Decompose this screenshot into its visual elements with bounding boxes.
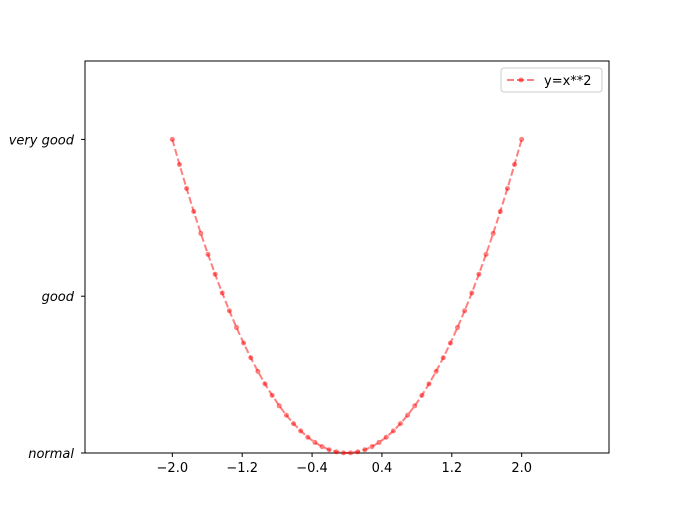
x-tick-label: 0.4 — [372, 461, 393, 476]
data-point — [291, 421, 297, 427]
data-point — [248, 355, 254, 361]
data-point — [419, 392, 425, 398]
data-point — [362, 447, 368, 453]
x-tick-label: −1.2 — [226, 461, 258, 476]
data-point — [298, 428, 304, 434]
data-point — [262, 381, 268, 387]
data-point — [241, 340, 247, 346]
data-line — [171, 139, 523, 454]
legend-marker — [518, 77, 524, 83]
data-point — [369, 444, 375, 450]
data-point — [326, 447, 332, 453]
data-point — [433, 368, 439, 374]
data-point — [312, 439, 318, 445]
data-point — [269, 392, 275, 398]
data-point — [455, 324, 461, 330]
data-point — [212, 271, 218, 277]
data-point — [233, 324, 239, 330]
data-point — [476, 271, 482, 277]
data-point — [397, 421, 403, 427]
data-point — [219, 290, 225, 296]
x-tick-label: −2.0 — [157, 461, 189, 476]
y-tick-label: good — [42, 290, 75, 305]
data-point — [447, 340, 453, 346]
data-point — [497, 208, 503, 214]
data-point — [390, 428, 396, 434]
data-point — [355, 449, 361, 455]
data-point — [412, 403, 418, 409]
data-point — [426, 381, 432, 387]
y-tick-label: very good — [9, 133, 75, 148]
x-tick-label: 1.2 — [441, 461, 462, 476]
data-point — [205, 251, 211, 257]
data-point — [176, 161, 182, 167]
x-tick-label: −0.4 — [296, 461, 328, 476]
data-point — [348, 450, 354, 456]
legend-box — [500, 67, 603, 93]
data-point — [340, 450, 346, 456]
data-point — [283, 412, 289, 418]
data-point — [469, 290, 475, 296]
y-tick-label: normal — [28, 447, 74, 462]
data-point — [405, 412, 411, 418]
data-point — [376, 439, 382, 445]
data-point — [490, 230, 496, 236]
data-point — [440, 355, 446, 361]
data-point — [319, 444, 325, 450]
data-point — [483, 251, 489, 257]
data-point — [276, 403, 282, 409]
x-tick-label: 2.0 — [511, 461, 532, 476]
data-point — [504, 186, 510, 192]
legend-label: y=x**2 — [544, 74, 592, 89]
data-point — [255, 368, 261, 374]
data-point — [462, 308, 468, 314]
data-point — [383, 434, 389, 440]
data-point — [198, 230, 204, 236]
data-point — [169, 136, 175, 142]
data-point — [519, 136, 525, 142]
axes-frame — [84, 60, 610, 454]
data-point — [191, 208, 197, 214]
data-point — [333, 449, 339, 455]
data-point — [512, 161, 518, 167]
data-point — [305, 434, 311, 440]
data-point — [226, 308, 232, 314]
data-point — [184, 186, 190, 192]
